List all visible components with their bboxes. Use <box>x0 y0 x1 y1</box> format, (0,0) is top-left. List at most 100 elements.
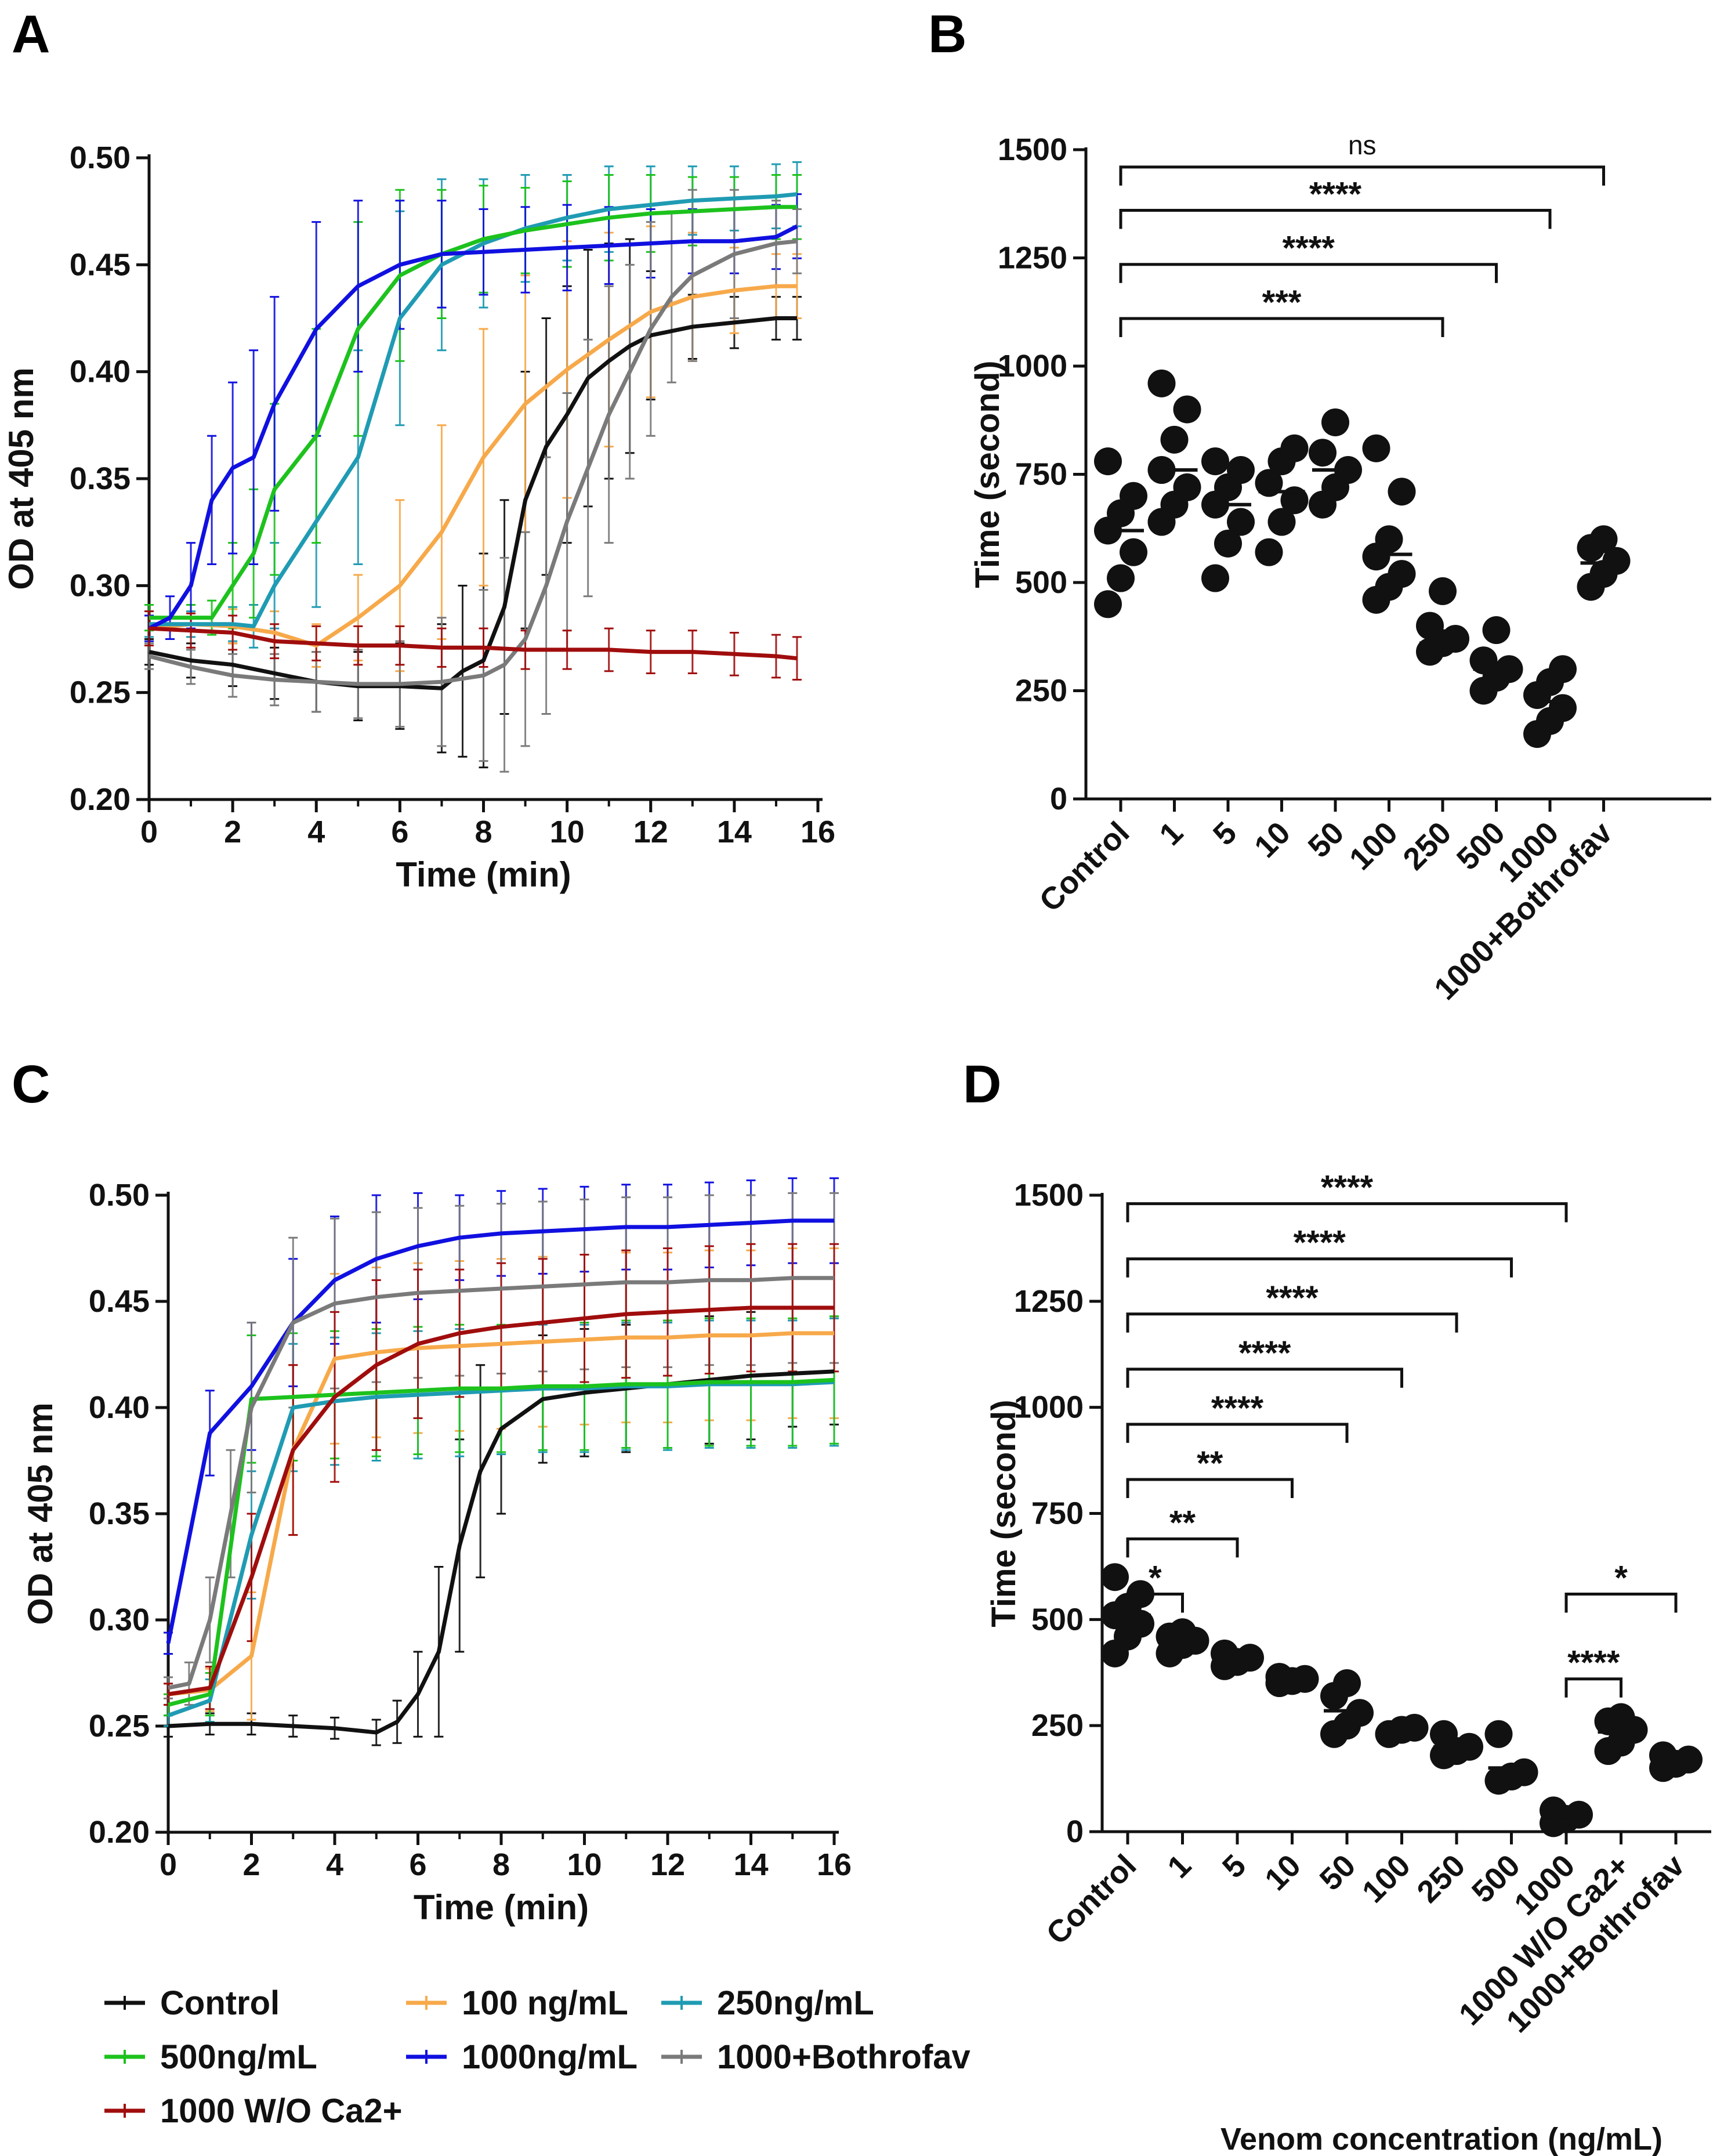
y-tick-label: 0.35 <box>70 461 131 496</box>
data-point <box>1362 434 1390 462</box>
series-line <box>149 316 797 690</box>
y-axis-label: OD at 405 nm <box>2 367 41 589</box>
data-point <box>1482 616 1511 645</box>
y-tick-label: 0.30 <box>89 1602 150 1637</box>
significance-bracket <box>1564 1677 1622 1698</box>
x-tick-label: Control <box>1033 815 1136 918</box>
data-point <box>1265 1663 1294 1691</box>
y-tick-label: 0.25 <box>89 1709 150 1743</box>
significance-label: **** <box>1283 230 1335 267</box>
x-tick-label: 12 <box>650 1847 685 1882</box>
data-point <box>1107 564 1135 592</box>
y-tick-label: 750 <box>1015 457 1067 492</box>
series-line <box>149 626 798 661</box>
data-point <box>1101 1563 1129 1591</box>
data-point <box>1160 425 1189 454</box>
legend-label: 500ng/mL <box>160 2038 317 2076</box>
y-tick-label: 500 <box>1015 565 1067 600</box>
data-point <box>1430 1720 1458 1748</box>
x-tick-label: 6 <box>391 815 408 849</box>
significance-bracket <box>1126 1257 1513 1278</box>
significance-label: **** <box>1294 1224 1346 1262</box>
series-line <box>149 239 798 686</box>
data-point <box>1201 447 1229 476</box>
data-point <box>1400 1713 1429 1742</box>
data-point <box>1173 473 1201 501</box>
series-line <box>148 224 798 631</box>
significance-bracket <box>1126 1478 1294 1498</box>
x-tick-label: 14 <box>733 1847 768 1882</box>
x-tick-label: 10 <box>1258 1848 1308 1897</box>
y-tick-label: 0.30 <box>70 568 131 603</box>
series-line <box>166 1218 834 1644</box>
x-tick-label: 100 <box>1356 1848 1417 1909</box>
data-point <box>1211 1639 1238 1667</box>
x-tick-label: 10 <box>1248 815 1297 864</box>
y-tick-label: 250 <box>1031 1708 1084 1743</box>
significance-label: **** <box>1238 1334 1291 1372</box>
y-tick-label: 750 <box>1031 1496 1084 1531</box>
data-point <box>1565 1800 1593 1829</box>
panel-label-b: B <box>928 5 966 64</box>
x-tick-label: 100 <box>1343 815 1404 877</box>
y-tick-label: 1250 <box>998 241 1067 276</box>
data-point <box>1255 538 1283 566</box>
data-point <box>1333 1669 1361 1698</box>
significance-label: *** <box>1262 284 1302 321</box>
x-tick-label: 4 <box>326 1847 343 1882</box>
legend-label: 250ng/mL <box>717 1984 874 2022</box>
data-point <box>1321 408 1349 436</box>
data-point <box>1675 1745 1703 1774</box>
x-tick-label: 14 <box>717 815 752 849</box>
significance-label: **** <box>1567 1644 1620 1682</box>
legend-label: 1000+Bothrofav <box>717 2038 970 2076</box>
y-tick-label: 0.35 <box>89 1496 150 1531</box>
data-point <box>1388 560 1416 588</box>
significance-bracket <box>1119 263 1498 283</box>
x-tick-label: 2 <box>242 1847 260 1882</box>
data-point <box>1094 447 1122 476</box>
x-tick-label: 2 <box>224 815 241 849</box>
y-axis-label: OD at 405 nm <box>21 1402 60 1625</box>
series-line <box>167 1380 835 1717</box>
significance-bracket <box>1126 1423 1349 1443</box>
data-point <box>1094 590 1122 618</box>
panel-label-c: C <box>12 1055 50 1114</box>
legend: Control 100 ng/mL 250ng/mL 500ng/mL 1000ng/m… <box>104 1984 970 2130</box>
y-tick-label: 1000 <box>1014 1390 1084 1425</box>
x-axis-label: Time (min) <box>414 1888 589 1927</box>
y-tick-label: 0.45 <box>89 1284 150 1319</box>
series-line <box>149 284 797 648</box>
significance-bracket <box>1119 165 1605 186</box>
data-point <box>1649 1741 1677 1770</box>
series-line <box>168 1377 835 1707</box>
significance-bracket <box>1126 1202 1568 1222</box>
data-point <box>1168 1618 1197 1647</box>
data-point <box>1549 655 1577 683</box>
y-tick-label: 0.50 <box>70 140 131 175</box>
y-tick-label: 0 <box>1050 782 1067 816</box>
legend-label: 100 ng/mL <box>462 1984 628 2022</box>
y-tick-label: 0.25 <box>70 675 131 710</box>
y-tick-label: 0.45 <box>70 247 131 282</box>
significance-bracket <box>1126 1592 1184 1613</box>
data-point <box>1267 508 1296 536</box>
x-tick-label: 0 <box>160 1847 177 1882</box>
data-point <box>1388 477 1416 506</box>
x-tick-label: 0 <box>140 815 158 849</box>
data-point <box>1442 624 1469 653</box>
data-point <box>1120 538 1147 566</box>
data-point <box>1173 395 1201 424</box>
data-point <box>1549 694 1577 722</box>
data-point <box>1214 529 1242 558</box>
data-point <box>1429 577 1457 605</box>
data-point <box>1602 547 1631 575</box>
data-point <box>1416 612 1444 640</box>
series-line <box>149 205 797 620</box>
data-point <box>1280 434 1309 462</box>
x-tick-label: 5 <box>1207 815 1244 852</box>
significance-label: * <box>1614 1559 1628 1597</box>
x-tick-label: 6 <box>409 1847 426 1882</box>
y-tick-label: 1500 <box>1014 1178 1084 1213</box>
